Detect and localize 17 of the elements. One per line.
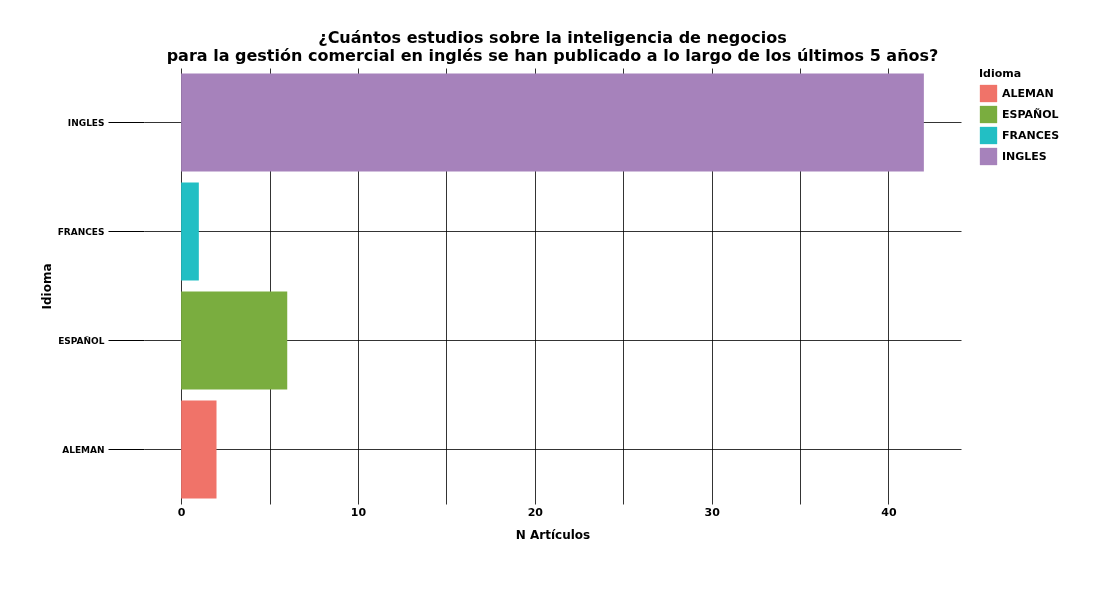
x-tick-label: 40 bbox=[881, 505, 897, 519]
y-tick-label: ESPAÑOL bbox=[58, 335, 105, 346]
legend-label: INGLES bbox=[1002, 149, 1047, 163]
x-tick-label: 10 bbox=[350, 505, 367, 519]
x-axis-title: N Artículos bbox=[515, 527, 591, 542]
chart-title: ¿Cuántos estudios sobre la inteligencia de negocios para la gestión comercial en inglés se han publicado a lo largo de los últimos 5 años? bbox=[166, 28, 939, 65]
x-tick-label: 20 bbox=[527, 505, 544, 519]
y-axis-title: Idioma bbox=[39, 263, 54, 310]
legend-label: FRANCES bbox=[1002, 128, 1060, 142]
legend-label: ESPAÑOL bbox=[1002, 107, 1059, 121]
x-tick-label: 0 bbox=[177, 505, 186, 519]
y-tick-label: FRANCES bbox=[57, 226, 105, 237]
legend-title: Idioma bbox=[979, 67, 1022, 80]
y-tick-label: INGLES bbox=[67, 117, 105, 128]
y-tick-label: ALEMAN bbox=[62, 444, 105, 455]
x-tick-label: 30 bbox=[704, 505, 721, 519]
legend-label: ALEMAN bbox=[1002, 86, 1054, 100]
